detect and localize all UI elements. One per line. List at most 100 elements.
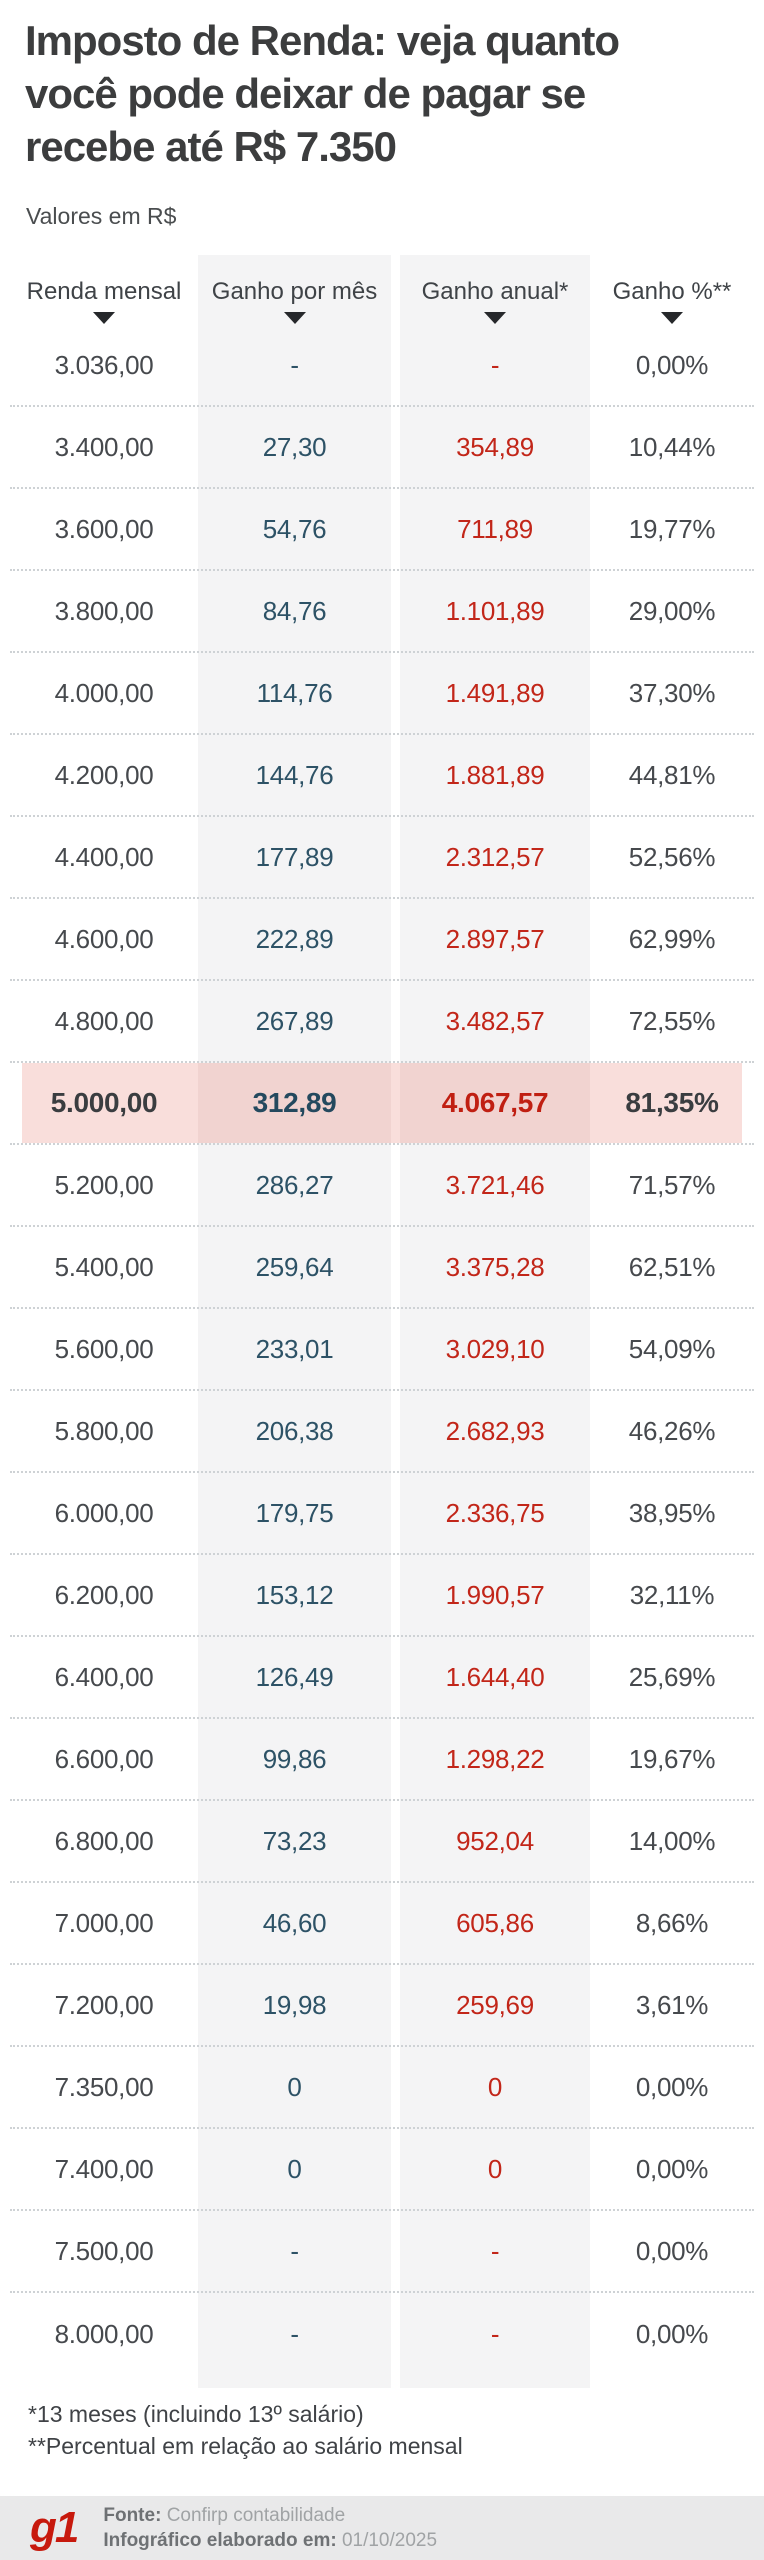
cell-ganho-pct: 62,51%: [628, 1251, 716, 1282]
cell-renda-mensal: 5.000,00: [50, 1087, 158, 1118]
cell-renda-mensal: 7.350,00: [54, 2071, 154, 2102]
sort-arrow-icon: [283, 312, 306, 324]
cell-ganho-pct: 81,35%: [625, 1087, 719, 1118]
cell-renda-mensal: 6.800,00: [54, 1825, 154, 1856]
cell-ganho-por-mes: 54,76: [262, 513, 327, 544]
cell-ganho-por-mes: -: [290, 349, 299, 380]
cell-ganho-pct: 19,67%: [628, 1743, 716, 1774]
sort-arrow-icon: [484, 312, 506, 324]
cell-renda-mensal: 5.400,00: [54, 1251, 154, 1282]
cell-ganho-anual: 2.312,57: [445, 841, 545, 872]
table-row: 6.200,00 153,12 1.990,57 32,11%: [10, 1555, 754, 1637]
cell-renda-mensal: 7.000,00: [54, 1907, 154, 1938]
cell-renda-mensal: 6.200,00: [54, 1579, 154, 1610]
cell-ganho-pct: 0,00%: [635, 2318, 709, 2349]
cell-ganho-anual: 3.721,46: [445, 1169, 545, 1200]
cell-ganho-anual: 1.644,40: [445, 1661, 545, 1692]
footer: g1 Fonte: Confirp contabilidade Infográf…: [0, 2496, 764, 2560]
cell-ganho-por-mes: 286,27: [255, 1169, 334, 1200]
cell-ganho-anual: -: [490, 2318, 500, 2349]
table-body: 3.036,00 - - 0,00% 3.400,00 27,30 354,89 10,44%…: [10, 325, 754, 2375]
column-header-ganho-por-mes: Ganho por mês: [198, 255, 391, 324]
footnotes: *13 meses (incluindo 13º salário) **Perc…: [28, 2398, 463, 2462]
cell-ganho-anual: 605,86: [456, 1907, 534, 1938]
column-header-label: Renda mensal: [26, 278, 182, 305]
cell-renda-mensal: 4.800,00: [54, 1005, 154, 1036]
cell-ganho-por-mes: 114,76: [256, 677, 333, 708]
date-line: Infográfico elaborado em: 01/10/2025: [103, 2528, 437, 2553]
cell-renda-mensal: 4.200,00: [54, 759, 154, 790]
cell-ganho-por-mes: 177,89: [255, 841, 334, 872]
cell-ganho-pct: 10,44%: [628, 431, 716, 462]
cell-ganho-pct: 0,00%: [635, 349, 709, 380]
table-row: 7.500,00 - - 0,00%: [10, 2211, 754, 2293]
cell-ganho-pct: 46,26%: [628, 1415, 716, 1446]
table-row: 7.400,00 0 0 0,00%: [10, 2129, 754, 2211]
credits: Fonte: Confirp contabilidade Infográfico…: [103, 2503, 437, 2553]
source-value: Confirp contabilidade: [166, 2505, 346, 2526]
cell-ganho-pct: 52,56%: [628, 841, 716, 872]
table-row: 3.400,00 27,30 354,89 10,44%: [10, 407, 754, 489]
cell-ganho-pct: 37,30%: [628, 677, 716, 708]
table-row: 7.000,00 46,60 605,86 8,66%: [10, 1883, 754, 1965]
cell-renda-mensal: 3.600,00: [54, 513, 154, 544]
cell-ganho-pct: 25,69%: [628, 1661, 716, 1692]
source-line: Fonte: Confirp contabilidade: [103, 2503, 437, 2528]
cell-ganho-anual: 1.101,89: [445, 595, 545, 626]
cell-ganho-pct: 62,99%: [628, 923, 716, 954]
cell-renda-mensal: 3.036,00: [54, 349, 154, 380]
title-line-1: Imposto de Renda: veja quanto: [25, 17, 620, 64]
cell-ganho-por-mes: 267,89: [255, 1005, 334, 1036]
table-row: 4.200,00 144,76 1.881,89 44,81%: [10, 735, 754, 817]
cell-renda-mensal: 4.400,00: [54, 841, 154, 872]
cell-ganho-por-mes: 0: [287, 2153, 302, 2184]
cell-ganho-pct: 8,66%: [635, 1907, 709, 1938]
column-gap: [391, 255, 400, 279]
tax-table: Renda mensal Ganho por mês Ganho anual* …: [10, 255, 754, 2388]
cell-ganho-anual: 3.375,28: [445, 1251, 545, 1282]
cell-renda-mensal: 7.200,00: [54, 1989, 154, 2020]
table-row: 3.036,00 - - 0,00%: [10, 325, 754, 407]
table-header-row: Renda mensal Ganho por mês Ganho anual* …: [10, 255, 754, 325]
table-row: 4.800,00 267,89 3.482,57 72,55%: [10, 981, 754, 1063]
cell-renda-mensal: 5.200,00: [54, 1169, 154, 1200]
table-row: 6.400,00 126,49 1.644,40 25,69%: [10, 1637, 754, 1719]
cell-renda-mensal: 5.600,00: [54, 1333, 154, 1364]
cell-ganho-pct: 72,55%: [628, 1005, 716, 1036]
cell-ganho-anual: 3.029,10: [445, 1333, 545, 1364]
column-strip-background: [198, 255, 391, 2388]
cell-ganho-por-mes: 153,12: [255, 1579, 334, 1610]
cell-renda-mensal: 3.800,00: [54, 595, 154, 626]
cell-ganho-pct: 71,57%: [628, 1169, 716, 1200]
title-line-3: recebe até R$ 7.350: [25, 123, 397, 170]
footnote-percent: **Percentual em relação ao salário mensa…: [28, 2433, 463, 2459]
cell-ganho-pct: 19,77%: [628, 513, 716, 544]
cell-ganho-pct: 29,00%: [628, 595, 716, 626]
table-row-highlighted: 5.000,00 312,89 4.067,57 81,35%: [10, 1063, 754, 1145]
table-row: 4.600,00 222,89 2.897,57 62,99%: [10, 899, 754, 981]
cell-renda-mensal: 8.000,00: [54, 2318, 154, 2349]
cell-ganho-por-mes: 179,75: [255, 1497, 334, 1528]
cell-ganho-por-mes: 46,60: [262, 1907, 327, 1938]
cell-ganho-por-mes: 312,89: [252, 1087, 337, 1118]
cell-ganho-por-mes: 19,98: [262, 1989, 327, 2020]
table-row: 7.350,00 0 0 0,00%: [10, 2047, 754, 2129]
cell-ganho-por-mes: 222,89: [255, 923, 334, 954]
cell-ganho-pct: 3,61%: [635, 1989, 709, 2020]
sort-arrow-icon: [93, 312, 115, 324]
cell-renda-mensal: 4.600,00: [54, 923, 154, 954]
table-row: 3.600,00 54,76 711,89 19,77%: [10, 489, 754, 571]
table-row: 6.800,00 73,23 952,04 14,00%: [10, 1801, 754, 1883]
table-row: 7.200,00 19,98 259,69 3,61%: [10, 1965, 754, 2047]
cell-ganho-anual: 2.682,93: [445, 1415, 545, 1446]
cell-ganho-anual: 0: [487, 2153, 503, 2184]
cell-ganho-pct: 32,11%: [629, 1579, 715, 1610]
cell-ganho-por-mes: 84,76: [262, 595, 327, 626]
cell-ganho-pct: 0,00%: [635, 2235, 709, 2266]
cell-ganho-por-mes: -: [290, 2318, 299, 2349]
cell-ganho-por-mes: 0: [287, 2071, 302, 2102]
footnote-annual: *13 meses (incluindo 13º salário): [28, 2401, 364, 2427]
cell-ganho-anual: 259,69: [456, 1989, 534, 2020]
cell-renda-mensal: 6.600,00: [54, 1743, 154, 1774]
cell-ganho-anual: 2.336,75: [445, 1497, 545, 1528]
